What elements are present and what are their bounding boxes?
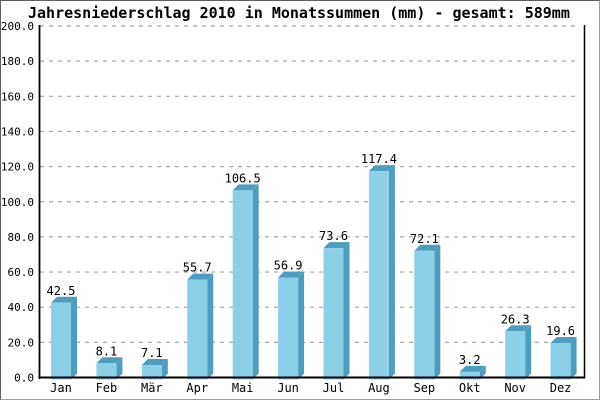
bar-jun [278,277,299,380]
bar-side-face [479,365,486,380]
y-tick-label: 140.0 [1,125,34,138]
x-tick-label: Dez [550,381,572,395]
bar-dez [550,343,571,380]
x-tick-label: Jul [323,381,345,395]
bar-mär [141,365,162,380]
bar-mai [232,190,253,380]
bar-value-label: 8.1 [96,344,118,358]
bar-top-face [323,242,350,249]
y-tick-label: 20.0 [8,336,35,349]
bar-side-face [116,357,123,380]
chart-title: Jahresniederschlag 2010 in Monatssummen … [28,4,570,22]
x-tick-label: Mai [232,381,254,395]
bar-top-face [505,325,532,332]
bar-value-label: 26.3 [501,312,530,326]
bar-top-face [278,271,305,278]
bar-apr [187,279,208,380]
x-tick-label: Feb [96,381,118,395]
bar-side-face [570,337,577,380]
bar-side-face [434,244,441,380]
y-tick-label: 120.0 [1,161,34,174]
bar-top-face [550,337,577,344]
bar-value-label: 117.4 [361,152,397,166]
bar-top-face [96,357,123,364]
x-tick-label: Jan [50,381,72,395]
bar-side-face [252,184,259,380]
bar-top-face [368,165,395,172]
y-tick-label: 0.0 [14,372,34,385]
bar-top-face [414,244,441,251]
bar-value-label: 106.5 [225,171,261,185]
bar-value-label: 3.2 [459,353,481,367]
y-tick-label: 40.0 [8,301,35,314]
bar-side-face [207,273,214,380]
bar-side-face [343,242,350,380]
y-tick-label: 80.0 [8,231,35,244]
bar-top-face [187,273,214,280]
x-tick-label: Sep [413,381,435,395]
y-tick-label: 60.0 [8,266,35,279]
bar-jan [51,302,71,380]
bar-value-label: 73.6 [319,229,348,243]
bar-value-label: 56.9 [274,258,303,272]
y-tick-label: 180.0 [1,55,34,68]
bar-side-face [298,271,305,380]
bar-value-label: 72.1 [410,232,439,246]
bar-jul [323,248,344,380]
bar-side-face [161,359,168,380]
bar-feb [96,363,117,380]
bar-top-face [459,365,486,372]
bar-side-face [525,325,532,380]
bar-value-label: 42.5 [47,284,76,298]
bar-okt [459,371,480,380]
y-tick-label: 160.0 [1,90,34,103]
bar-side-face [388,165,395,380]
bar-sep [414,250,435,380]
bar-value-label: 55.7 [183,261,212,275]
x-tick-label: Okt [459,381,481,395]
x-tick-label: Jun [277,381,299,395]
bar-nov [505,331,526,380]
bar-value-label: 19.6 [546,324,575,338]
bar-aug [368,171,389,380]
x-tick-label: Apr [186,381,208,395]
x-tick-label: Nov [504,381,526,395]
x-tick-label: Mär [141,381,163,395]
x-tick-label: Aug [368,381,390,395]
y-tick-label: 100.0 [1,196,34,209]
y-tick-label: 200.0 [1,20,34,33]
bar-top-face [232,184,259,191]
bar-top-face [51,296,77,303]
bar-top-face [141,359,168,366]
bar-value-label: 7.1 [141,346,163,360]
bar-side-face [71,296,77,380]
